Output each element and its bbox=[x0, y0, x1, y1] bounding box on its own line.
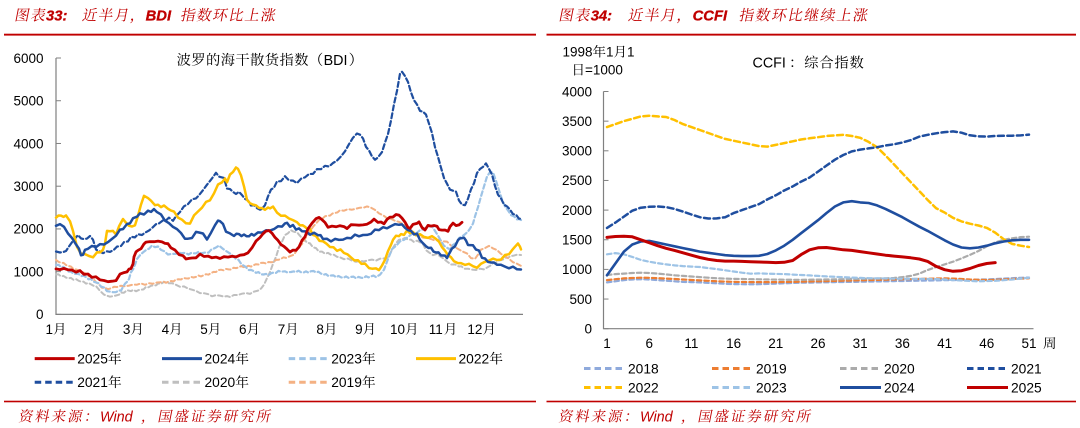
svg-text:3000: 3000 bbox=[13, 179, 43, 194]
svg-text:5000: 5000 bbox=[13, 94, 43, 109]
svg-text:2021: 2021 bbox=[77, 375, 108, 390]
svg-text:10: 10 bbox=[390, 322, 405, 337]
svg-text:1: 1 bbox=[46, 322, 54, 337]
svg-text:12: 12 bbox=[467, 322, 482, 337]
svg-text:3000: 3000 bbox=[562, 144, 592, 159]
svg-text:Wind: Wind bbox=[640, 409, 674, 425]
svg-text:7: 7 bbox=[278, 322, 286, 337]
svg-text:2022: 2022 bbox=[628, 380, 659, 395]
svg-text:2: 2 bbox=[84, 322, 92, 337]
svg-text:2000: 2000 bbox=[13, 222, 43, 237]
svg-text:1500: 1500 bbox=[562, 233, 592, 248]
svg-text:21: 21 bbox=[768, 336, 783, 351]
svg-text:2019: 2019 bbox=[756, 361, 787, 376]
svg-text:4000: 4000 bbox=[13, 136, 43, 151]
svg-text:500: 500 bbox=[569, 292, 592, 307]
svg-text:26: 26 bbox=[810, 336, 825, 351]
svg-text:1: 1 bbox=[606, 45, 614, 60]
svg-text:5: 5 bbox=[200, 322, 208, 337]
svg-text:2500: 2500 bbox=[562, 173, 592, 188]
svg-text:2000: 2000 bbox=[562, 203, 592, 218]
svg-text:2024: 2024 bbox=[205, 352, 236, 367]
svg-text:36: 36 bbox=[895, 336, 910, 351]
svg-text:Wind: Wind bbox=[100, 409, 134, 425]
svg-text:9: 9 bbox=[355, 322, 363, 337]
svg-text:1000: 1000 bbox=[562, 262, 592, 277]
svg-text:2020: 2020 bbox=[884, 361, 915, 376]
svg-text:1: 1 bbox=[603, 336, 611, 351]
svg-text:6: 6 bbox=[239, 322, 247, 337]
svg-text:2025: 2025 bbox=[1011, 380, 1042, 395]
svg-text:2024: 2024 bbox=[884, 380, 915, 395]
svg-text:6000: 6000 bbox=[13, 51, 43, 66]
svg-text:1: 1 bbox=[627, 45, 635, 60]
svg-text:41: 41 bbox=[937, 336, 952, 351]
svg-text:2025: 2025 bbox=[77, 352, 108, 367]
svg-text:CCFI: CCFI bbox=[693, 8, 728, 24]
svg-text:8: 8 bbox=[316, 322, 324, 337]
svg-text:11: 11 bbox=[684, 336, 698, 351]
svg-text:CCFI: CCFI bbox=[753, 56, 786, 72]
svg-text:31: 31 bbox=[853, 336, 868, 351]
svg-text:2022: 2022 bbox=[459, 352, 490, 367]
svg-text:2023: 2023 bbox=[331, 352, 362, 367]
svg-text:51: 51 bbox=[1021, 336, 1036, 351]
svg-text:4000: 4000 bbox=[562, 84, 592, 99]
svg-text:2023: 2023 bbox=[756, 380, 787, 395]
svg-text:16: 16 bbox=[726, 336, 741, 351]
svg-text:0: 0 bbox=[584, 322, 592, 337]
svg-text:46: 46 bbox=[979, 336, 994, 351]
svg-text:34:: 34: bbox=[591, 8, 612, 24]
svg-text:4: 4 bbox=[162, 322, 170, 337]
svg-text:1000: 1000 bbox=[13, 265, 43, 280]
svg-text:2021: 2021 bbox=[1011, 361, 1042, 376]
svg-text:2019: 2019 bbox=[331, 375, 362, 390]
svg-text:6: 6 bbox=[645, 336, 653, 351]
svg-text:2018: 2018 bbox=[628, 361, 659, 376]
svg-text:11: 11 bbox=[429, 322, 443, 337]
svg-text:3500: 3500 bbox=[562, 114, 592, 129]
svg-text:0: 0 bbox=[36, 307, 44, 322]
svg-text:3: 3 bbox=[123, 322, 131, 337]
svg-text:33:: 33: bbox=[46, 8, 67, 24]
svg-text:2020: 2020 bbox=[205, 375, 236, 390]
svg-text:BDI: BDI bbox=[146, 8, 172, 24]
svg-text:BDI: BDI bbox=[324, 53, 348, 69]
svg-text:1998: 1998 bbox=[563, 45, 593, 60]
svg-text:=1000: =1000 bbox=[585, 63, 623, 78]
